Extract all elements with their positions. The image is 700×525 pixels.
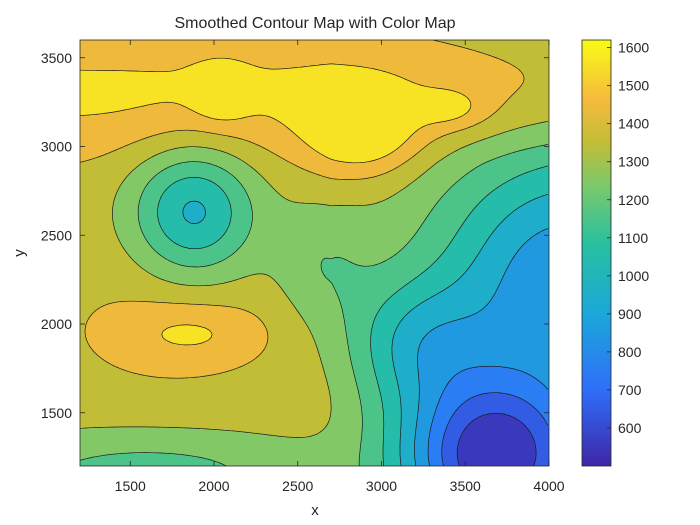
y-axis-ticks: 1500 2000 2500 3000 3500 bbox=[41, 50, 549, 421]
plot-area bbox=[80, 40, 549, 466]
y-tick-label: 3500 bbox=[41, 50, 72, 66]
x-axis-label: x bbox=[311, 502, 319, 519]
colorbar bbox=[581, 39, 612, 467]
y-tick-label: 3000 bbox=[41, 139, 72, 155]
contour-line-1100 bbox=[157, 165, 548, 466]
x-tick-label: 3500 bbox=[450, 478, 481, 494]
colorbar-tick-label: 600 bbox=[618, 420, 642, 436]
y-tick-label: 2500 bbox=[41, 227, 72, 243]
y-tick-label: 1500 bbox=[41, 405, 72, 421]
colorbar-ticks: 600 700 800 900 1000 1100 1200 1300 1400 1500 1600 bbox=[607, 40, 649, 436]
colorbar-tick-label: 1600 bbox=[618, 40, 649, 56]
colorbar-tick-label: 1400 bbox=[618, 116, 649, 132]
colorbar-tick-label: 900 bbox=[618, 306, 642, 322]
chart-title: Smoothed Contour Map with Color Map bbox=[174, 15, 455, 32]
x-tick-label: 2000 bbox=[198, 478, 229, 494]
colorbar-tick-label: 700 bbox=[618, 382, 642, 398]
contour-line-900 bbox=[414, 228, 549, 466]
y-axis-label: y bbox=[11, 249, 28, 257]
colorbar-tick-label: 1100 bbox=[618, 230, 648, 246]
contour-line-1500 bbox=[80, 57, 472, 346]
x-tick-label: 2500 bbox=[282, 478, 313, 494]
x-axis-ticks: 1500 2000 2500 3000 3500 4000 bbox=[115, 40, 565, 494]
contour-line-1200 bbox=[80, 144, 549, 466]
x-tick-label: 4000 bbox=[533, 478, 564, 494]
colorbar-tick-label: 1500 bbox=[618, 78, 649, 94]
x-tick-label: 3000 bbox=[366, 478, 397, 494]
contour-line-800 bbox=[427, 365, 549, 466]
colorbar-tick-label: 1200 bbox=[618, 192, 649, 208]
contour-line-1300 bbox=[80, 120, 549, 438]
contour-lines bbox=[80, 40, 549, 466]
colorbar-tick-label: 1300 bbox=[618, 154, 649, 170]
contour-line-600 bbox=[456, 412, 537, 466]
x-tick-label: 1500 bbox=[115, 478, 146, 494]
y-tick-label: 2000 bbox=[41, 316, 72, 332]
contour-line-700 bbox=[441, 392, 549, 466]
contour-line-1000 bbox=[182, 193, 549, 466]
colorbar-tick-label: 1000 bbox=[618, 268, 649, 284]
colorbar-tick-label: 800 bbox=[618, 344, 642, 360]
axes-box bbox=[79, 39, 550, 467]
